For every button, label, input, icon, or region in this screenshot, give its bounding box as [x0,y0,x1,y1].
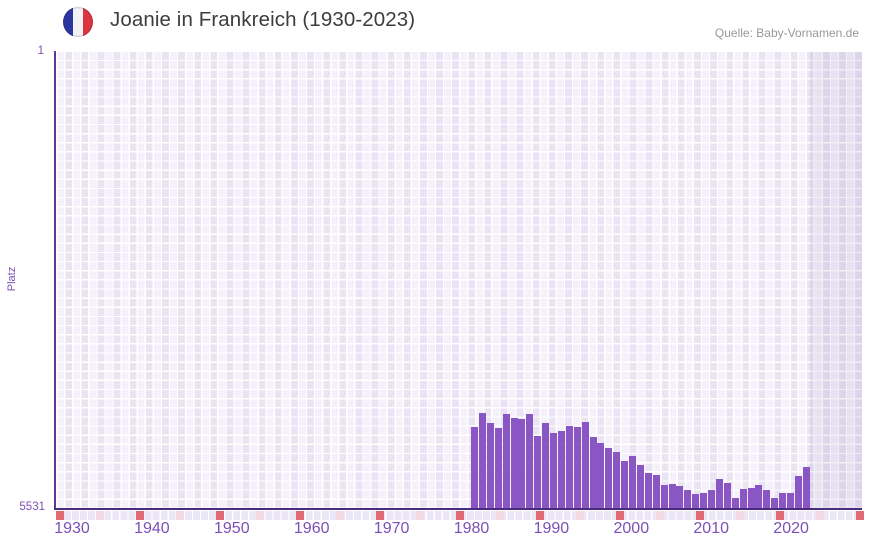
bar-1993[interactable] [573,426,581,509]
bar-2021[interactable] [794,476,802,509]
bar-1999[interactable] [621,460,629,509]
bar-1994[interactable] [581,421,589,509]
bar-2004[interactable] [660,485,668,509]
axis-tick-pink [496,511,504,520]
axis-tick-pink [736,511,744,520]
bar-1989[interactable] [542,422,550,509]
axis-tick-red [296,511,304,520]
bar-2007[interactable] [684,490,692,509]
bar-1991[interactable] [557,430,565,509]
bar-2000[interactable] [629,456,636,509]
source-attribution: Quelle: Baby-Vornamen.de [714,26,859,40]
x-axis-line [53,507,862,510]
bar-2022[interactable] [802,467,810,509]
axis-tick-pink [576,511,584,520]
bar-1987[interactable] [526,414,534,509]
y-axis-title: Platz [6,266,18,292]
bar-2002[interactable] [644,472,652,509]
y-axis-bottom-tick-label: 5531 [19,501,45,513]
x-tick-label-2010: 2010 [693,520,729,537]
x-tick-label-1980: 1980 [453,520,490,537]
axis-tick-red [56,511,64,520]
bar-2017[interactable] [763,490,771,509]
axis-tick-pink [176,511,184,520]
bar-2011[interactable] [715,478,723,509]
x-tick-label-1940: 1940 [134,520,170,537]
bar-2014[interactable] [739,489,747,509]
bar-1981[interactable] [478,412,486,509]
flag-white-stripe [73,7,83,37]
x-tick-label-1930: 1930 [54,520,90,537]
bar-1986[interactable] [518,419,526,509]
plot-area [56,52,862,509]
axis-tick-red [536,511,544,520]
axis-tick-red [136,511,144,520]
bar-2013[interactable] [731,497,739,509]
bar-2010[interactable] [708,490,715,509]
bar-1984[interactable] [502,414,510,509]
bar-2008[interactable] [692,494,700,509]
bar-2020[interactable] [787,492,794,509]
axis-tick-red [456,511,464,520]
bar-2005[interactable] [668,483,676,509]
x-tick-label-1990: 1990 [533,520,570,537]
axis-tick-pink [96,511,104,520]
bar-1990[interactable] [550,432,557,509]
bar-2018[interactable] [771,497,779,509]
axis-tick-red [696,511,704,520]
bar-2009[interactable] [700,492,708,509]
bar-2019[interactable] [779,492,787,509]
axis-tick-pink [256,511,264,520]
axis-tick-red [856,511,864,520]
axis-tick-pink [416,511,424,520]
axis-tick-red [776,511,784,520]
bar-2015[interactable] [747,487,755,509]
flag-red-stripe [83,7,93,37]
x-tick-label-2000: 2000 [613,520,650,537]
page-title: Joanie in Frankreich (1930-2023) [110,8,416,31]
bar-1982[interactable] [486,423,494,509]
y-axis-top-tick-label: 1 [37,45,44,57]
axis-tick-pink [816,511,824,520]
x-tick-label-1970: 1970 [373,520,410,537]
axis-tick-red [376,511,384,520]
bar-2006[interactable] [676,486,684,509]
no-data-region [810,52,862,509]
bar-1983[interactable] [494,428,502,509]
bar-1998[interactable] [613,452,621,509]
axis-tick-pink [656,511,664,520]
axis-tick-pink [336,511,344,520]
bar-1992[interactable] [565,425,573,509]
flag-blue-stripe [63,7,73,37]
axis-tick-red [216,511,224,520]
bar-1988[interactable] [534,435,542,509]
bar-2003[interactable] [652,475,660,509]
bar-1980[interactable] [471,426,478,509]
bar-1985[interactable] [510,417,518,509]
bar-2016[interactable] [755,485,763,509]
bar-1997[interactable] [605,448,613,509]
bar-1996[interactable] [597,443,605,509]
bar-2001[interactable] [636,464,644,509]
x-tick-label-1950: 1950 [214,520,250,537]
bar-1995[interactable] [589,437,597,509]
france-flag-icon [63,7,93,37]
bar-2012[interactable] [723,482,731,509]
x-tick-label-1960: 1960 [293,520,330,537]
x-tick-label-2020: 2020 [773,520,809,537]
axis-tick-red [616,511,624,520]
y-axis-line [53,51,56,510]
